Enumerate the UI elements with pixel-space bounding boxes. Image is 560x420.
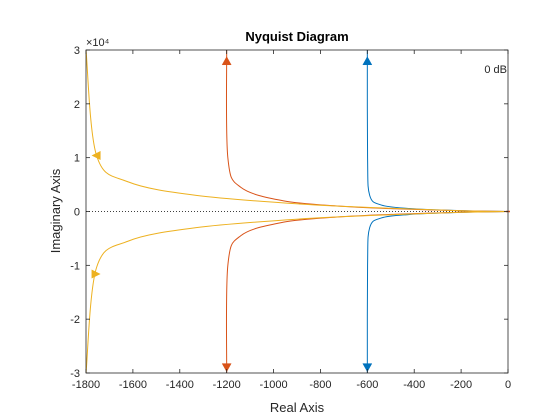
y-exponent-label: ×10⁴ [86, 37, 110, 49]
x-axis-label: Real Axis [270, 400, 325, 415]
series-1-arrow-upper [221, 56, 232, 66]
series-0-arrow-upper [362, 56, 373, 66]
y-tick-label: -3 [70, 368, 80, 380]
y-tick-label: 0 [74, 207, 80, 219]
tick-layer: -1800 -1600 -1400 -1200 -1000 -800 -600 -400 -20… [70, 45, 511, 391]
y-tick-label: 3 [74, 45, 80, 57]
x-tick-label: -1800 [72, 379, 100, 391]
chart-title: Nyquist Diagram [245, 29, 348, 44]
x-tick-label: -200 [450, 379, 472, 391]
series-2-arrow-upper [91, 151, 101, 161]
zero-db-annotation: 0 dB [484, 64, 507, 76]
y-tick-label: 2 [74, 99, 80, 111]
x-tick-label: -600 [356, 379, 378, 391]
series-0-arrow-lower [362, 363, 373, 373]
x-tick-label: -1200 [213, 379, 241, 391]
x-tick-label: -1600 [119, 379, 147, 391]
y-tick-label: 1 [74, 153, 80, 165]
x-tick-label: -1400 [166, 379, 194, 391]
x-tick-label: -1000 [259, 379, 287, 391]
x-tick-label: -400 [403, 379, 425, 391]
y-axis-label: Imaginary Axis [48, 168, 63, 253]
series-2-arrow-lower [91, 269, 101, 279]
x-tick-label: -800 [309, 379, 331, 391]
x-tick-label: 0 [505, 379, 511, 391]
y-tick-label: -1 [70, 260, 80, 272]
series-2-lower-branch [85, 211, 509, 374]
y-tick-label: -2 [70, 314, 80, 326]
series-1-arrow-lower [221, 363, 232, 373]
